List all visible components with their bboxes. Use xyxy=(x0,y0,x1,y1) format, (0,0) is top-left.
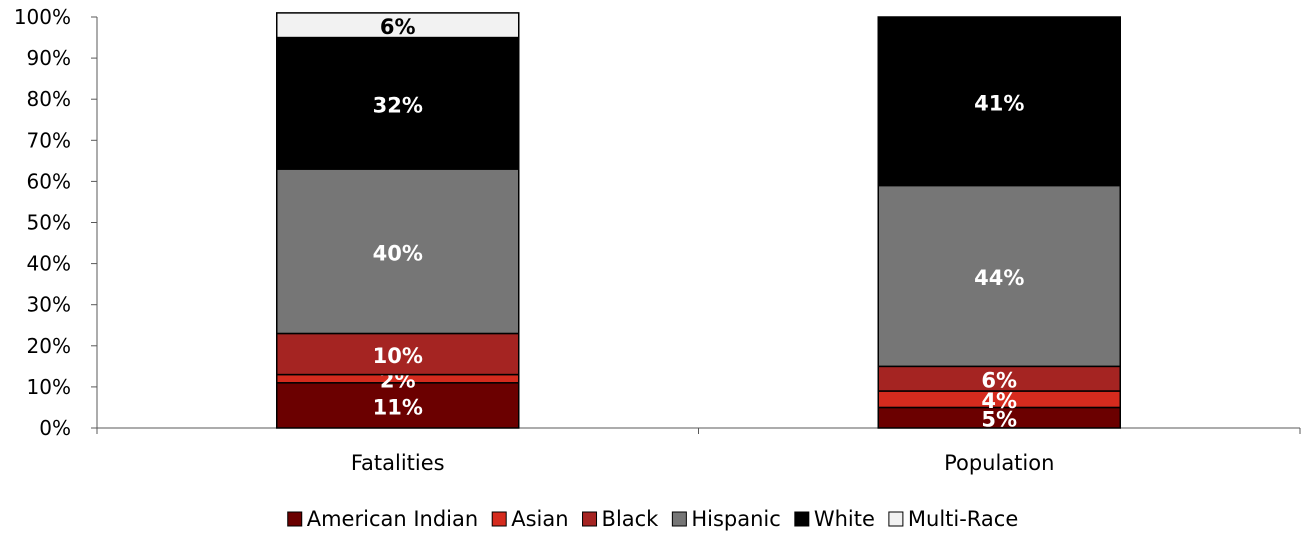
y-tick-label: 0% xyxy=(39,416,71,440)
y-tick-label: 90% xyxy=(27,46,71,70)
bar-segment xyxy=(877,365,1121,392)
legend-label: Black xyxy=(602,507,660,531)
y-tick-label: 100% xyxy=(14,5,71,29)
y-tick-label: 50% xyxy=(27,211,71,235)
legend-label: Hispanic xyxy=(691,507,780,531)
legend-label: American Indian xyxy=(307,507,478,531)
legend-label: White xyxy=(814,507,875,531)
data-label: 11% xyxy=(373,395,423,419)
data-label: 10% xyxy=(373,344,423,368)
legend-swatch xyxy=(671,511,687,527)
legend-swatch xyxy=(888,511,904,527)
bar-segment xyxy=(276,12,520,39)
y-tick-label: 40% xyxy=(27,252,71,276)
y-tick-label: 30% xyxy=(27,293,71,317)
bar-segment xyxy=(276,36,520,170)
bar-segment xyxy=(877,16,1121,187)
data-label: 5% xyxy=(981,408,1017,432)
data-label: 6% xyxy=(380,15,416,39)
legend-swatch xyxy=(582,511,598,527)
legend-label: Asian xyxy=(511,507,568,531)
data-label: 6% xyxy=(981,369,1017,393)
data-label: 32% xyxy=(373,93,423,117)
bar-segment xyxy=(276,168,520,335)
data-label: 41% xyxy=(974,91,1024,115)
data-label: 44% xyxy=(974,266,1024,290)
legend-swatch xyxy=(287,511,303,527)
legend-label: Multi-Race xyxy=(908,507,1018,531)
bar-segment xyxy=(276,382,520,429)
y-tick-label: 80% xyxy=(27,87,71,111)
y-tick-label: 20% xyxy=(27,334,71,358)
legend-swatch xyxy=(491,511,507,527)
y-tick-label: 10% xyxy=(27,375,71,399)
legend-swatch xyxy=(794,511,810,527)
x-category-label: Fatalities xyxy=(351,451,445,475)
data-label: 40% xyxy=(373,241,423,265)
x-category-label: Population xyxy=(944,451,1054,475)
bar-segment xyxy=(877,184,1121,368)
y-tick-label: 60% xyxy=(27,169,71,193)
y-tick-label: 70% xyxy=(27,128,71,152)
data-label: 4% xyxy=(981,389,1017,413)
